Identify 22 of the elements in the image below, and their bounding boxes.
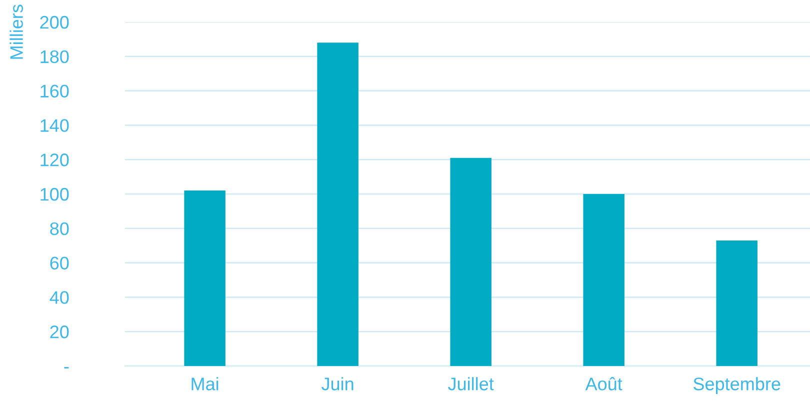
y-axis-title: Milliers [10, 4, 23, 59]
bar [450, 158, 492, 366]
x-tick-label: Août [585, 377, 622, 390]
x-tick-label: Juillet [448, 377, 494, 390]
x-tick-label: Septembre [694, 377, 780, 394]
y-tick-label: 20 [50, 326, 69, 338]
bar [716, 240, 758, 366]
y-tick-label: 140 [40, 119, 69, 132]
y-tick-label: 40 [50, 291, 69, 304]
bar [583, 194, 624, 366]
x-tick-label: Juin [322, 377, 354, 390]
y-tick-label: 120 [40, 154, 69, 166]
y-tick-label: 80 [50, 222, 69, 236]
y-tick-label: 180 [40, 50, 69, 64]
y-tick-label: 100 [40, 188, 69, 201]
y-tick-label: - [64, 367, 69, 368]
y-tick-label: 60 [50, 256, 69, 270]
bar [317, 42, 358, 366]
x-tick-label: Mai [192, 377, 218, 390]
y-tick-label: 160 [40, 84, 69, 98]
y-tick-label: 200 [40, 16, 69, 29]
bar [184, 190, 226, 366]
